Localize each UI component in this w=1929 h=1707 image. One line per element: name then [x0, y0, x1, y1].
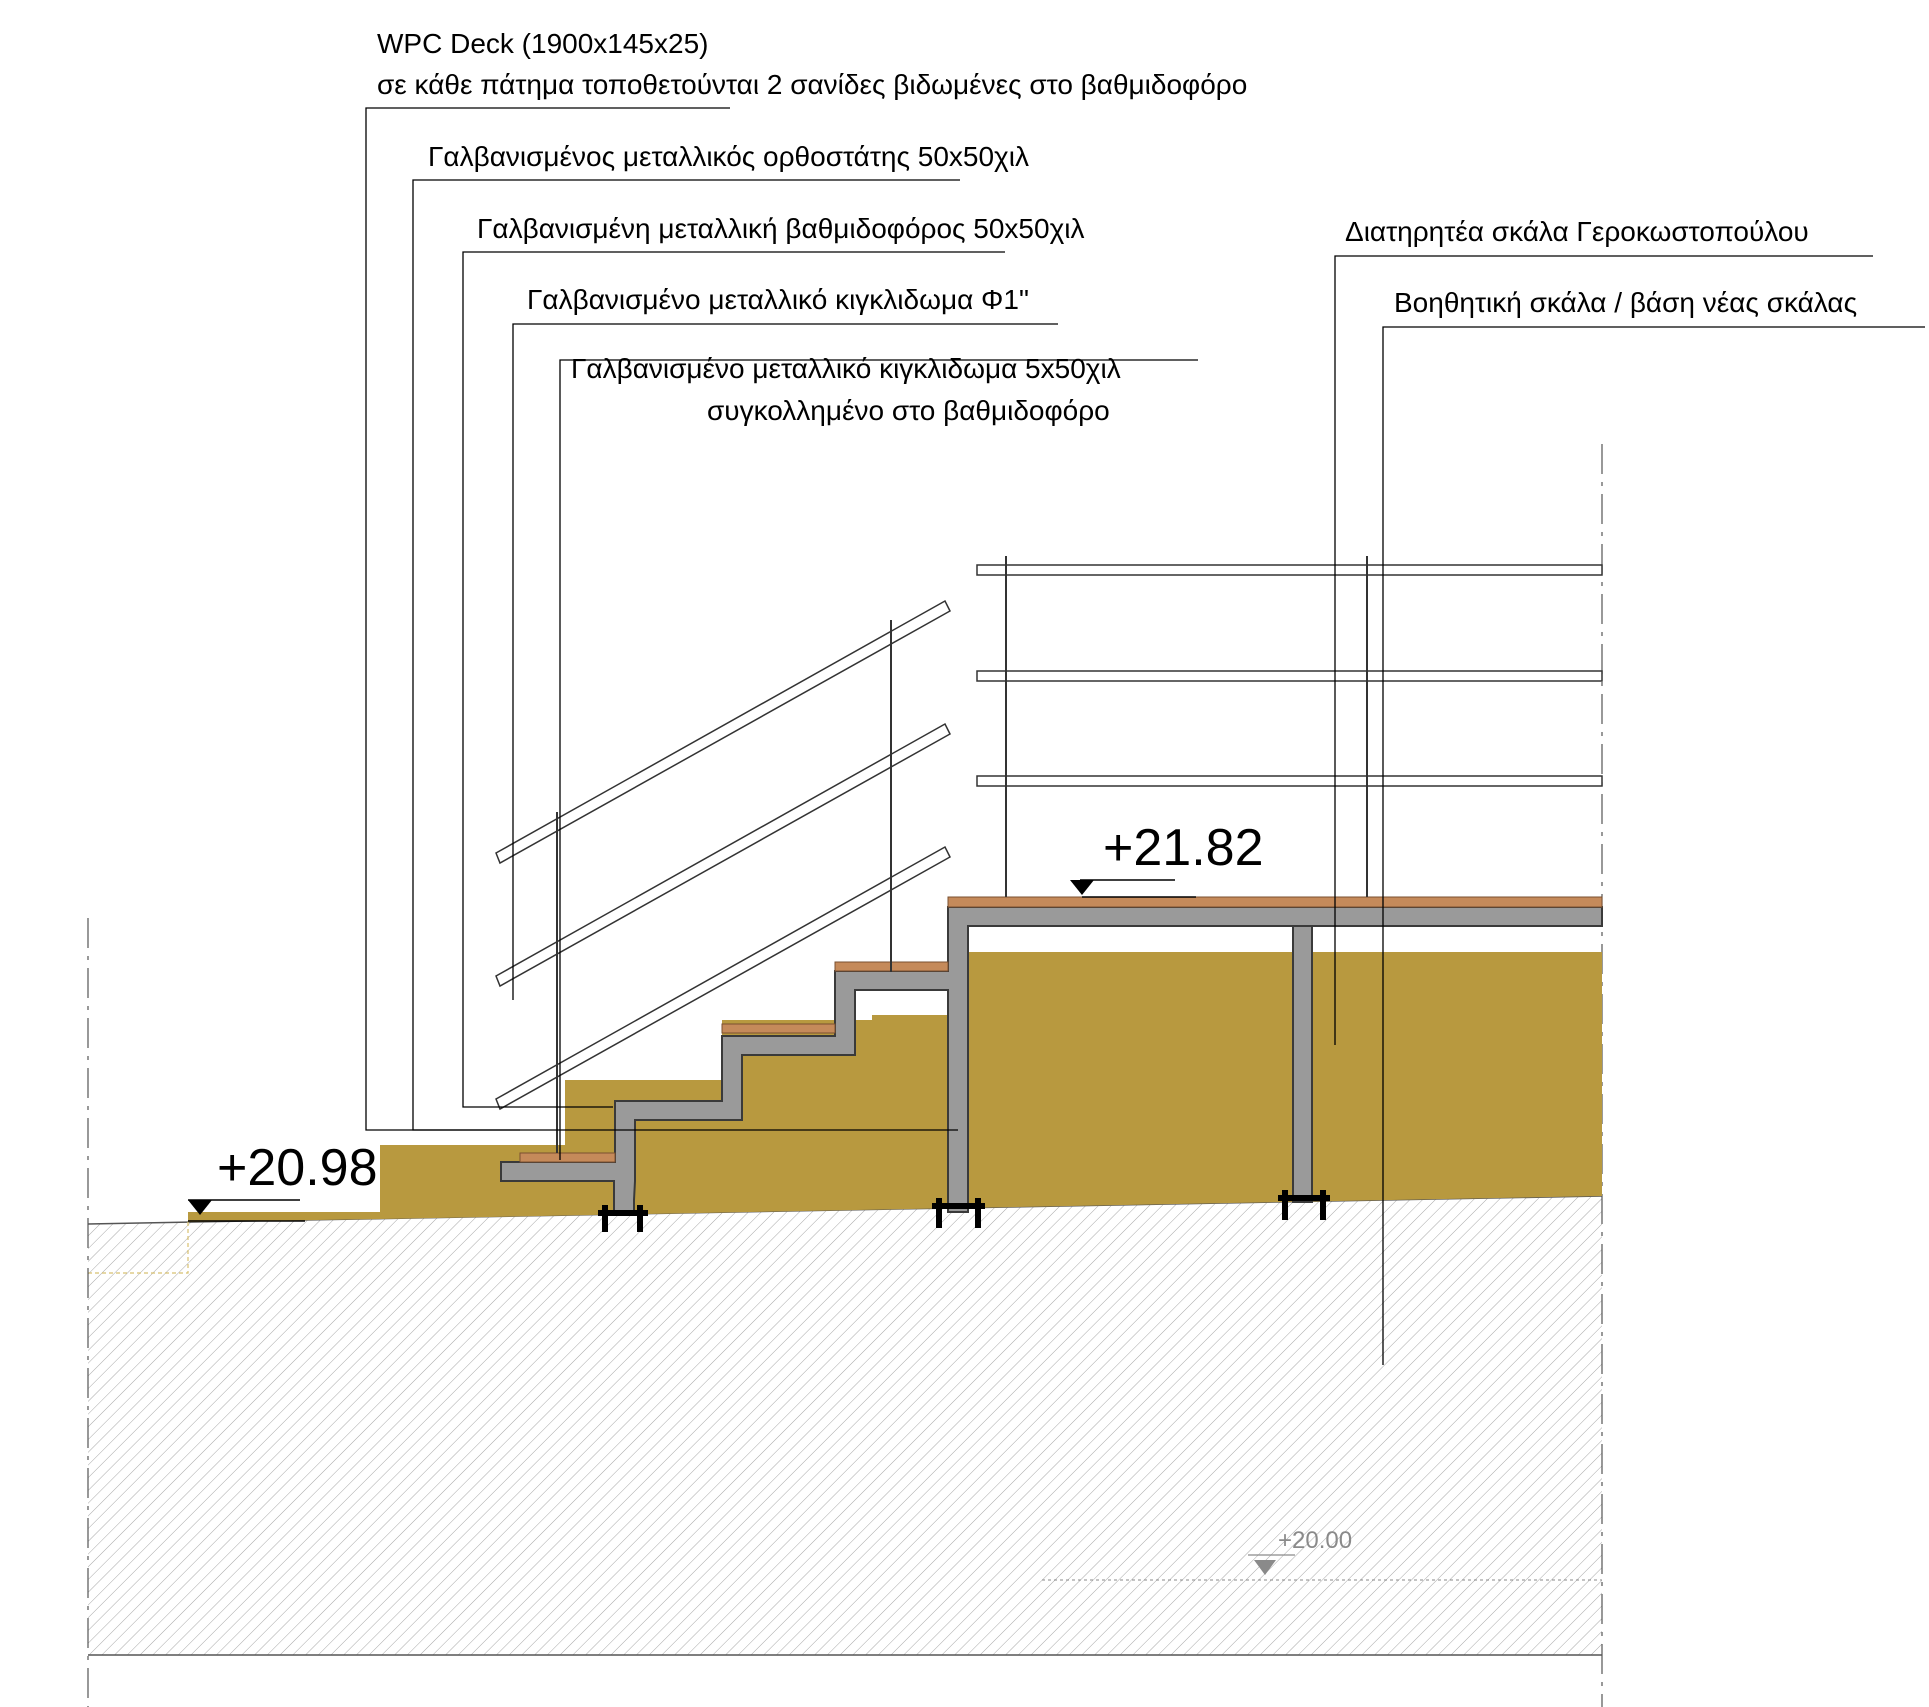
- leader-railing-flat: [559, 359, 1198, 1160]
- annotations: WPC Deck (1900x145x25) σε κάθε πάτημα το…: [377, 28, 1857, 426]
- level-marker-lower: +20.98: [188, 1139, 378, 1222]
- note-preserved-stair: Διατηρητέα σκάλα Γεροκωστοπούλου: [1345, 216, 1809, 247]
- level-label-upper: +21.82: [1103, 819, 1264, 877]
- level-marker-reference: +20.00: [1042, 1527, 1602, 1581]
- level-marker-upper: +21.82: [1070, 819, 1264, 898]
- leader-railing-pipe: [512, 323, 1058, 1000]
- leader-auxiliary-stair: [1382, 326, 1925, 1365]
- sloped-railing: [495, 599, 951, 1111]
- ground-section: [87, 1195, 1603, 1656]
- level-label-reference: +20.00: [1278, 1527, 1352, 1554]
- leader-stringer: [462, 251, 1005, 1108]
- leader-lines: [365, 107, 1925, 1365]
- note-railing-flat-line2: συγκολλημένο στο βαθμιδοφόρο: [707, 395, 1110, 426]
- steel-stringer: [500, 906, 1603, 1213]
- leader-upright: [412, 179, 960, 1131]
- landing-railing: [976, 564, 1603, 787]
- base-plates: [598, 1190, 1330, 1232]
- note-stringer: Γαλβανισμένη μεταλλική βαθμιδοφόρος 50x5…: [477, 213, 1085, 244]
- note-railing-pipe: Γαλβανισμένο μεταλλικό κιγκλιδωμα Φ1": [527, 284, 1029, 315]
- leader-wpc-deck: [365, 107, 730, 1131]
- fill-material: [188, 952, 1602, 1222]
- note-wpc-deck-line1: WPC Deck (1900x145x25): [377, 28, 708, 59]
- level-label-lower: +20.98: [217, 1139, 378, 1197]
- axis-lines: [87, 444, 1603, 1707]
- railing-uprights: [556, 556, 1368, 1153]
- note-upright: Γαλβανισμένος μεταλλικός ορθοστάτης 50x5…: [428, 141, 1029, 172]
- note-railing-flat-line1: Γαλβανισμένο μεταλλικό κιγκλιδωμα 5x50χι…: [571, 353, 1121, 384]
- note-wpc-deck-line2: σε κάθε πάτημα τοποθετούνται 2 σανίδες β…: [377, 69, 1247, 100]
- leader-preserved-stair: [1334, 255, 1873, 1045]
- note-auxiliary-stair: Βοηθητική σκάλα / βάση νέας σκάλας: [1394, 287, 1857, 318]
